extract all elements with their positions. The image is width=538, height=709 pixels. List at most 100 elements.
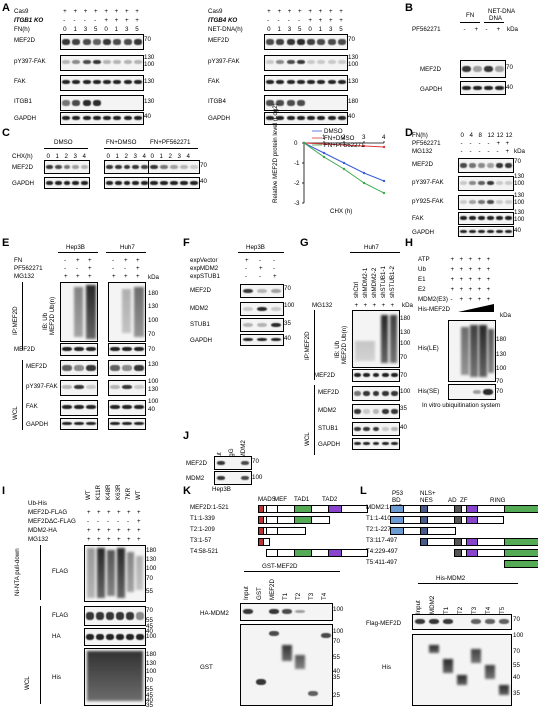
label: + (88, 273, 92, 280)
band (81, 181, 88, 185)
western-blot (240, 334, 284, 346)
kda-marker: 55 (146, 686, 153, 693)
band (372, 426, 380, 432)
tad2-domain (328, 549, 342, 557)
band (372, 408, 380, 415)
band (460, 229, 467, 233)
kda-marker: 130 (514, 192, 525, 199)
caption: In vitro ubiquitination system (422, 402, 501, 409)
label: FN (466, 12, 475, 19)
band (87, 651, 143, 701)
label: - (97, 518, 100, 525)
panel-letter: B (405, 2, 413, 14)
label: + (112, 273, 116, 280)
construct-bar (390, 516, 504, 524)
label: - (94, 17, 97, 24)
row-label: Ub (418, 266, 426, 273)
tad1-domain (294, 516, 312, 524)
band (270, 338, 282, 341)
column-label: K63R (115, 484, 122, 500)
band (122, 405, 132, 410)
band (106, 612, 114, 620)
band (496, 216, 503, 221)
band (473, 65, 482, 73)
band (242, 338, 254, 341)
band (110, 347, 120, 352)
band (123, 164, 131, 170)
western-blot (148, 160, 200, 174)
kda-marker: 100 (144, 61, 155, 68)
kda-marker: 130 (496, 351, 507, 358)
band (337, 80, 346, 85)
western-blot (104, 177, 150, 189)
western-blot (264, 95, 348, 111)
band (114, 181, 122, 185)
kda-marker: 100 (148, 378, 159, 385)
column-label: Input (415, 600, 422, 614)
kda-marker: 100 (148, 317, 159, 324)
nls-domain (420, 527, 428, 535)
kda-marker: 70 (144, 36, 151, 43)
band (242, 306, 254, 312)
domain-label: ZF (460, 497, 468, 504)
mef-domain (266, 527, 278, 535)
band (307, 60, 315, 65)
western-blot (448, 384, 496, 400)
kda-marker: 35 (333, 674, 340, 681)
x-axis-label: CHX (h) (330, 208, 353, 215)
label: 12 (487, 132, 495, 139)
label: - (87, 518, 90, 525)
band (296, 80, 305, 85)
kda-marker: 100 (514, 216, 525, 223)
band (354, 408, 362, 415)
label: + (459, 296, 464, 303)
row-label: ATP (418, 256, 430, 263)
label: - (245, 265, 248, 272)
y-tick-label: -1 (294, 160, 300, 167)
kda-marker: 100 (513, 632, 524, 639)
label: 3 (83, 26, 88, 33)
band (484, 85, 493, 90)
domain-label: NES (420, 497, 433, 504)
western-blot (352, 438, 400, 450)
row-label: MDM2(E3) (418, 296, 448, 303)
label: + (486, 286, 491, 293)
label: + (124, 8, 129, 15)
domain-label: TAD2 (322, 496, 338, 503)
blot-label: pY397-FAK (412, 179, 444, 186)
kda-marker: 70 (252, 458, 259, 465)
divider (40, 545, 41, 600)
band (282, 609, 292, 614)
band (160, 164, 168, 170)
panel-letter: I (2, 485, 6, 497)
label: + (486, 266, 491, 273)
construct-label: T4:58-521 (190, 548, 219, 555)
blot-label: GAPDH (14, 115, 37, 122)
band (317, 80, 326, 85)
band (122, 385, 132, 390)
kda-marker: 55 (513, 662, 520, 669)
label: + (477, 266, 482, 273)
band (92, 116, 101, 121)
label: 1 (318, 26, 323, 33)
divider (40, 606, 41, 704)
kda-marker: 100 (284, 302, 295, 309)
band (363, 390, 371, 397)
construct-label: MEF2D:1-521 (190, 504, 229, 511)
label: + (107, 536, 111, 543)
label: expSTUB1 (190, 273, 220, 280)
band (133, 80, 142, 85)
band (134, 405, 144, 410)
label: + (136, 257, 140, 264)
band (62, 116, 70, 121)
divider (22, 360, 23, 430)
band (122, 365, 132, 371)
western-blot (458, 176, 514, 191)
band (97, 548, 105, 598)
label: + (459, 256, 464, 263)
band (62, 39, 70, 45)
label: - (478, 140, 481, 147)
label: + (88, 257, 92, 264)
mef-domain (266, 549, 278, 557)
label: + (505, 148, 510, 155)
